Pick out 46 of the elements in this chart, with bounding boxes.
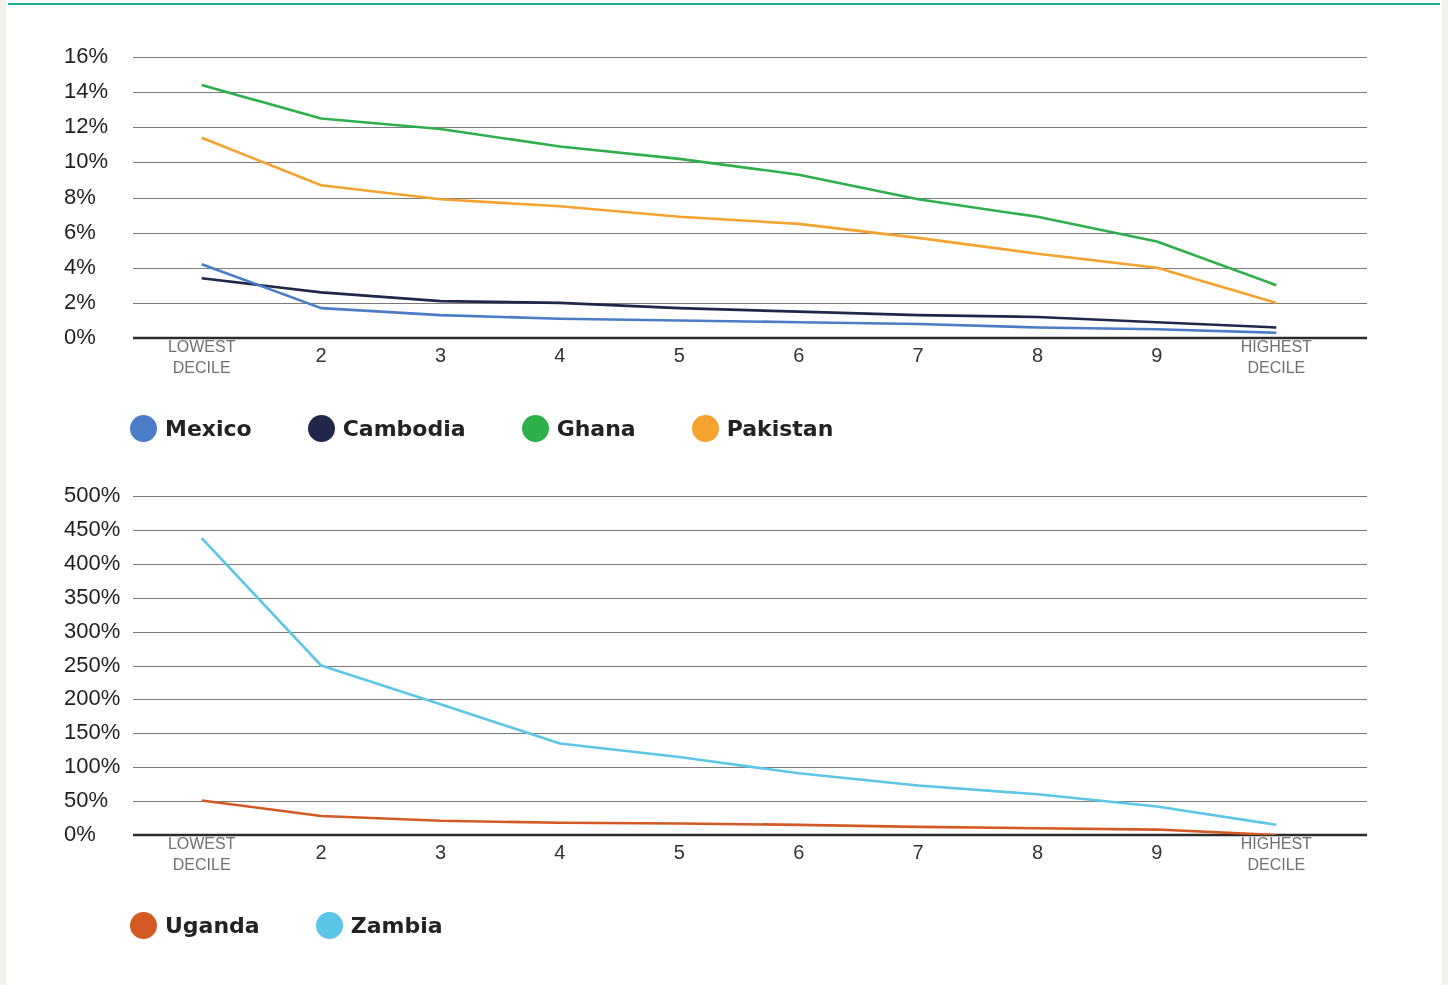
y-tick-label: 6% bbox=[64, 218, 96, 244]
y-tick-label: 0% bbox=[64, 821, 96, 847]
x-tick-label: 5 bbox=[673, 344, 685, 367]
legend-label: Cambodia bbox=[342, 415, 466, 441]
x-tick-label: 9 bbox=[1151, 841, 1163, 864]
y-tick-label: 400% bbox=[64, 549, 121, 575]
y-tick-label: 450% bbox=[64, 515, 121, 541]
x-tick-label: 2 bbox=[315, 344, 327, 367]
x-tick-label: 8 bbox=[1031, 344, 1044, 367]
y-tick-label: 250% bbox=[64, 651, 121, 677]
x-tick-label: LOWEST DECILE bbox=[167, 835, 236, 874]
x-tick-label: 6 bbox=[793, 841, 805, 864]
legend-label: Uganda bbox=[165, 912, 260, 938]
y-tick-label: 16% bbox=[64, 43, 109, 69]
x-tick-label: 2 bbox=[315, 841, 327, 864]
y-tick-label: 200% bbox=[64, 685, 121, 711]
x-tick-label: LOWEST DECILE bbox=[167, 338, 236, 377]
legend-label: Mexico bbox=[165, 415, 252, 441]
x-tick-label: 6 bbox=[793, 344, 805, 367]
x-tick-label: 3 bbox=[434, 841, 447, 864]
x-tick-label: 7 bbox=[912, 344, 924, 367]
y-tick-label: 2% bbox=[64, 288, 96, 314]
x-tick-label: 3 bbox=[434, 344, 447, 367]
y-tick-label: 14% bbox=[64, 78, 109, 104]
y-tick-label: 150% bbox=[64, 719, 121, 745]
legend-label: Zambia bbox=[350, 912, 443, 938]
y-tick-label: 4% bbox=[64, 253, 96, 279]
y-tick-label: 100% bbox=[64, 753, 121, 779]
x-tick-label: HIGHEST DECILE bbox=[1240, 835, 1313, 874]
x-tick-label: 4 bbox=[554, 841, 566, 864]
y-tick-label: 10% bbox=[64, 148, 109, 174]
x-tick-label: 7 bbox=[912, 841, 924, 864]
y-tick-label: 50% bbox=[64, 787, 109, 813]
legend-label: Pakistan bbox=[726, 415, 834, 441]
x-tick-label: 5 bbox=[673, 841, 685, 864]
y-tick-label: 0% bbox=[64, 324, 96, 350]
y-tick-label: 500% bbox=[64, 482, 121, 508]
y-tick-label: 350% bbox=[64, 583, 121, 609]
y-tick-label: 12% bbox=[64, 113, 109, 139]
y-tick-label: 8% bbox=[64, 183, 96, 209]
x-tick-label: HIGHEST DECILE bbox=[1240, 338, 1313, 377]
x-tick-label: 8 bbox=[1031, 841, 1044, 864]
legend-label: Ghana bbox=[556, 415, 636, 441]
x-tick-label: 4 bbox=[554, 344, 566, 367]
y-tick-label: 300% bbox=[64, 617, 121, 643]
x-tick-label: 9 bbox=[1151, 344, 1163, 367]
